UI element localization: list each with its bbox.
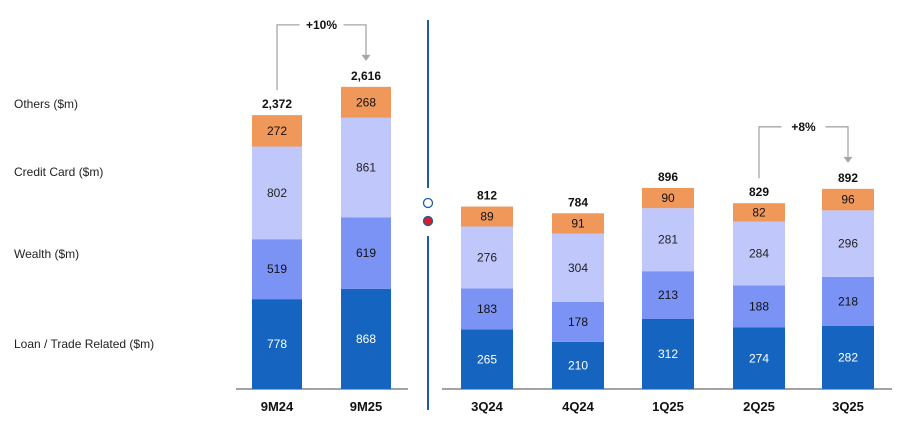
legend: Others ($m) Credit Card ($m) Wealth ($m) Lo… (14, 97, 154, 351)
growth-arrowhead-icon (361, 54, 371, 61)
legend-item: Others ($m) (14, 97, 78, 111)
legend-item: Wealth ($m) (14, 247, 79, 261)
bar-segment-others (822, 188, 874, 211)
growth-connector-line (825, 126, 849, 158)
bar-segment-wealth (733, 285, 785, 328)
bar-segment-wealth (461, 288, 513, 330)
growth-connector-line (276, 24, 300, 91)
category-label: 9M25 (350, 399, 383, 414)
bar-segment-wealth (552, 301, 604, 342)
segment-value-label: 213 (658, 288, 678, 302)
segment-value-label: 210 (568, 358, 588, 372)
growth-label: +8% (791, 120, 816, 134)
quarterly-chart: 265 183 276 89 812 3Q24 210 178 304 91 784 4Q24 312 2… (442, 120, 892, 414)
segment-value-label: 778 (267, 337, 287, 351)
category-label: 9M24 (261, 399, 294, 414)
segment-value-label: 274 (749, 351, 769, 365)
segment-value-label: 619 (356, 246, 376, 260)
category-label: 4Q24 (562, 399, 595, 414)
segment-value-label: 268 (356, 95, 376, 109)
growth-arrowhead-icon (843, 156, 853, 163)
annual-chart: 778 519 802 272 2,372 9M24 868 619 861 268 2,616 9M… (236, 18, 408, 414)
category-label: 3Q25 (832, 399, 864, 414)
segment-value-label: 218 (838, 294, 858, 308)
bar-segment-loan-trade (642, 318, 694, 389)
bar-segment-wealth (252, 239, 302, 300)
bar-total-label: 784 (568, 195, 588, 209)
bar-segment-credit-card (822, 210, 874, 277)
growth-label: +10% (306, 18, 337, 32)
bar-total-label: 896 (658, 170, 678, 184)
bar-segment-loan-trade (252, 299, 302, 389)
segment-value-label: 282 (838, 350, 858, 364)
segment-value-label: 188 (749, 299, 769, 313)
segment-value-label: 178 (568, 315, 588, 329)
bar-total-label: 892 (838, 171, 858, 185)
bar-segment-credit-card (341, 117, 391, 218)
segment-value-label: 82 (752, 205, 766, 219)
bar-segment-others (341, 86, 391, 118)
category-label: 3Q24 (471, 399, 504, 414)
growth-connector-line (343, 24, 367, 56)
bar-segment-credit-card (461, 226, 513, 289)
bar-segment-loan-trade (461, 329, 513, 389)
bar-segment-others (642, 187, 694, 209)
segment-value-label: 90 (661, 191, 675, 205)
segment-value-label: 96 (841, 193, 855, 207)
legend-item: Credit Card ($m) (14, 165, 103, 179)
segment-value-label: 91 (571, 217, 585, 231)
bar-total-label: 829 (749, 185, 769, 199)
growth-connector-line (758, 126, 782, 179)
nav-dot-outline (422, 197, 434, 209)
nav-dot-filled (422, 215, 434, 227)
segment-value-label: 312 (658, 347, 678, 361)
bar-segment-others (461, 206, 513, 227)
bar-total-label: 2,616 (351, 69, 381, 83)
bar-segment-loan-trade (552, 341, 604, 389)
segment-value-label: 284 (749, 246, 769, 260)
segment-value-label: 272 (267, 124, 287, 138)
bar-segment-loan-trade (822, 325, 874, 389)
segment-value-label: 802 (267, 186, 287, 200)
segment-value-label: 304 (568, 261, 588, 275)
bar-segment-wealth (822, 276, 874, 326)
bar-segment-others (552, 213, 604, 234)
bar-segment-loan-trade (733, 327, 785, 389)
segment-value-label: 281 (658, 233, 678, 247)
bar-segment-credit-card (733, 221, 785, 286)
bar-segment-wealth (341, 217, 391, 289)
segment-value-label: 265 (477, 352, 497, 366)
segment-value-label: 276 (477, 251, 497, 265)
bar-segment-others (252, 115, 302, 147)
segment-value-label: 868 (356, 332, 376, 346)
bar-segment-others (733, 203, 785, 222)
bar-segment-credit-card (252, 146, 302, 240)
segment-value-label: 296 (838, 237, 858, 251)
bar-segment-loan-trade (341, 288, 391, 389)
segment-value-label: 519 (267, 262, 287, 276)
bar-segment-credit-card (642, 208, 694, 272)
category-label: 2Q25 (743, 399, 775, 414)
bar-total-label: 2,372 (262, 97, 292, 111)
bar-total-label: 812 (477, 189, 497, 203)
legend-item: Loan / Trade Related ($m) (14, 337, 154, 351)
segment-value-label: 183 (477, 302, 497, 316)
segment-value-label: 89 (480, 210, 494, 224)
bar-segment-credit-card (552, 233, 604, 302)
category-label: 1Q25 (652, 399, 684, 414)
bar-segment-wealth (642, 271, 694, 319)
segment-value-label: 861 (356, 161, 376, 175)
